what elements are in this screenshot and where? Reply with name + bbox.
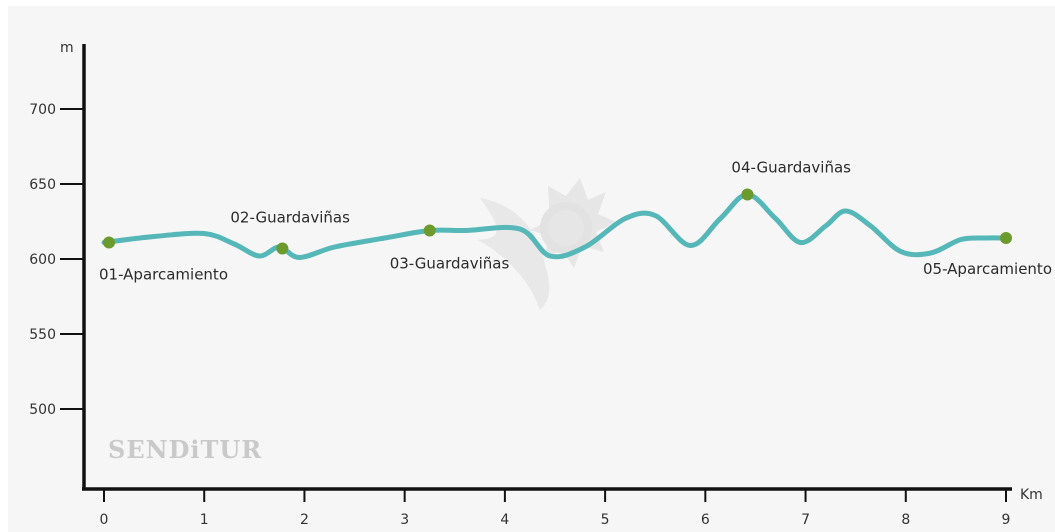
brand-watermark: SENDiTUR — [108, 435, 262, 464]
y-axis-ticks: 500 550 600 650 700 — [29, 102, 84, 418]
waypoint-marker[interactable] — [276, 242, 289, 255]
x-tick-label: 4 — [500, 512, 509, 528]
x-tick-label: 9 — [1002, 512, 1011, 528]
waypoint-marker[interactable] — [1000, 232, 1012, 244]
elevation-series-line — [101, 192, 1009, 260]
x-tick-label: 1 — [200, 512, 209, 528]
waypoint-label: 05-Aparcamiento — [923, 260, 1052, 278]
waypoint-label: 03-Guardaviñas — [390, 255, 510, 273]
waypoints-layer: 01-Aparcamiento 02-Guardaviñas 03-Guardavi… — [99, 159, 1052, 284]
waypoint-label: 04-Guardaviñas — [731, 159, 851, 177]
x-tick-label: 3 — [400, 512, 409, 528]
x-tick-label: 8 — [901, 512, 910, 528]
x-tick-label: 5 — [601, 512, 610, 528]
x-tick-label: 2 — [300, 512, 309, 528]
waypoint-marker[interactable] — [423, 224, 436, 237]
y-tick-label: 500 — [29, 402, 56, 418]
series-layer — [101, 192, 1009, 260]
y-tick-label: 550 — [29, 327, 56, 343]
y-tick-label: 650 — [29, 177, 56, 193]
y-tick-label: 600 — [29, 252, 56, 268]
waypoint-label: 01-Aparcamiento — [99, 266, 228, 284]
waypoint-label: 02-Guardaviñas — [230, 209, 350, 227]
logo-watermark-icon — [478, 178, 616, 310]
x-axis-unit-label: Km — [1020, 487, 1043, 503]
x-tick-label: 7 — [801, 512, 810, 528]
y-axis-unit-label: m — [60, 40, 74, 56]
waypoint-marker[interactable] — [741, 188, 754, 201]
y-tick-label: 700 — [29, 102, 56, 118]
x-axis-ticks: 0 1 2 3 4 5 6 7 8 9 — [100, 489, 1011, 528]
x-tick-label: 6 — [701, 512, 710, 528]
x-tick-label: 0 — [100, 512, 109, 528]
waypoint-marker[interactable] — [103, 236, 116, 249]
